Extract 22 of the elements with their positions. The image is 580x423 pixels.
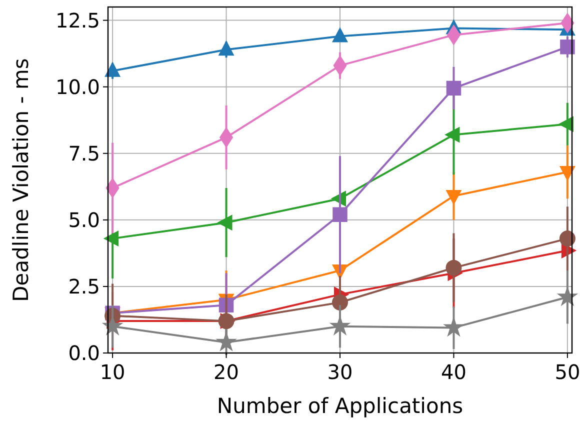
x-axis-title: Number of Applications bbox=[216, 394, 464, 418]
y-tick-label: 12.5 bbox=[55, 8, 100, 32]
point bbox=[446, 80, 462, 96]
y-tick-label: 5.0 bbox=[68, 208, 100, 232]
point bbox=[103, 230, 119, 247]
y-tick-label: 7.5 bbox=[68, 141, 100, 166]
point bbox=[560, 40, 575, 54]
point bbox=[332, 207, 348, 222]
y-tick-label: 0.0 bbox=[68, 341, 100, 365]
point bbox=[446, 260, 462, 276]
y-axis-title: Deadline Violation - ms bbox=[9, 58, 33, 302]
y-tick-label: 2.5 bbox=[68, 274, 100, 298]
x-tick-label: 30 bbox=[327, 360, 353, 384]
point bbox=[217, 214, 232, 231]
x-tick-label: 50 bbox=[554, 360, 580, 384]
x-tick-label: 20 bbox=[214, 360, 239, 384]
point bbox=[444, 126, 460, 143]
point bbox=[332, 294, 348, 310]
x-tick-label: 10 bbox=[100, 360, 126, 384]
y-tick-label: 10.0 bbox=[55, 74, 100, 99]
point bbox=[559, 230, 576, 247]
x-tick-label: 40 bbox=[441, 360, 466, 384]
